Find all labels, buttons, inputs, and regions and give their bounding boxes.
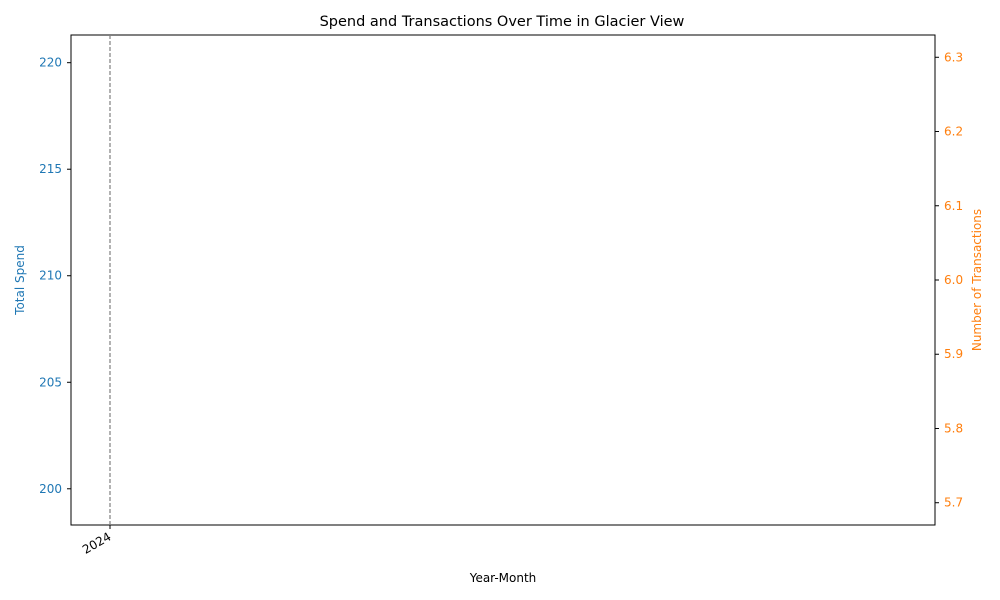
left-tick-label: 215 <box>39 162 62 176</box>
x-axis-label: Year-Month <box>469 571 537 585</box>
left-tick-label: 205 <box>39 375 62 389</box>
right-tick-label: 6.1 <box>944 199 963 213</box>
left-axis: 200 205 210 215 220 <box>39 56 71 496</box>
left-tick-label: 210 <box>39 269 62 283</box>
plot-area <box>70 34 936 526</box>
right-tick-label: 6.3 <box>944 50 963 64</box>
right-axis: 5.7 5.8 5.9 6.0 6.1 6.2 6.3 <box>935 50 963 510</box>
chart-title: Spend and Transactions Over Time in Glac… <box>320 14 685 30</box>
right-tick-label: 6.0 <box>944 273 963 287</box>
right-tick-label: 5.7 <box>944 496 963 510</box>
right-tick-label: 5.9 <box>944 347 963 361</box>
x-axis: 2024 <box>80 525 114 557</box>
left-tick-label: 200 <box>39 482 62 496</box>
right-tick-label: 5.8 <box>944 421 963 435</box>
y-axis-left-label: Total Spend <box>13 245 27 316</box>
right-tick-label: 6.2 <box>944 125 963 139</box>
y-axis-right-label: Number of Transactions <box>970 209 984 351</box>
left-tick-label: 220 <box>39 56 62 70</box>
x-tick-label: 2024 <box>80 529 113 556</box>
